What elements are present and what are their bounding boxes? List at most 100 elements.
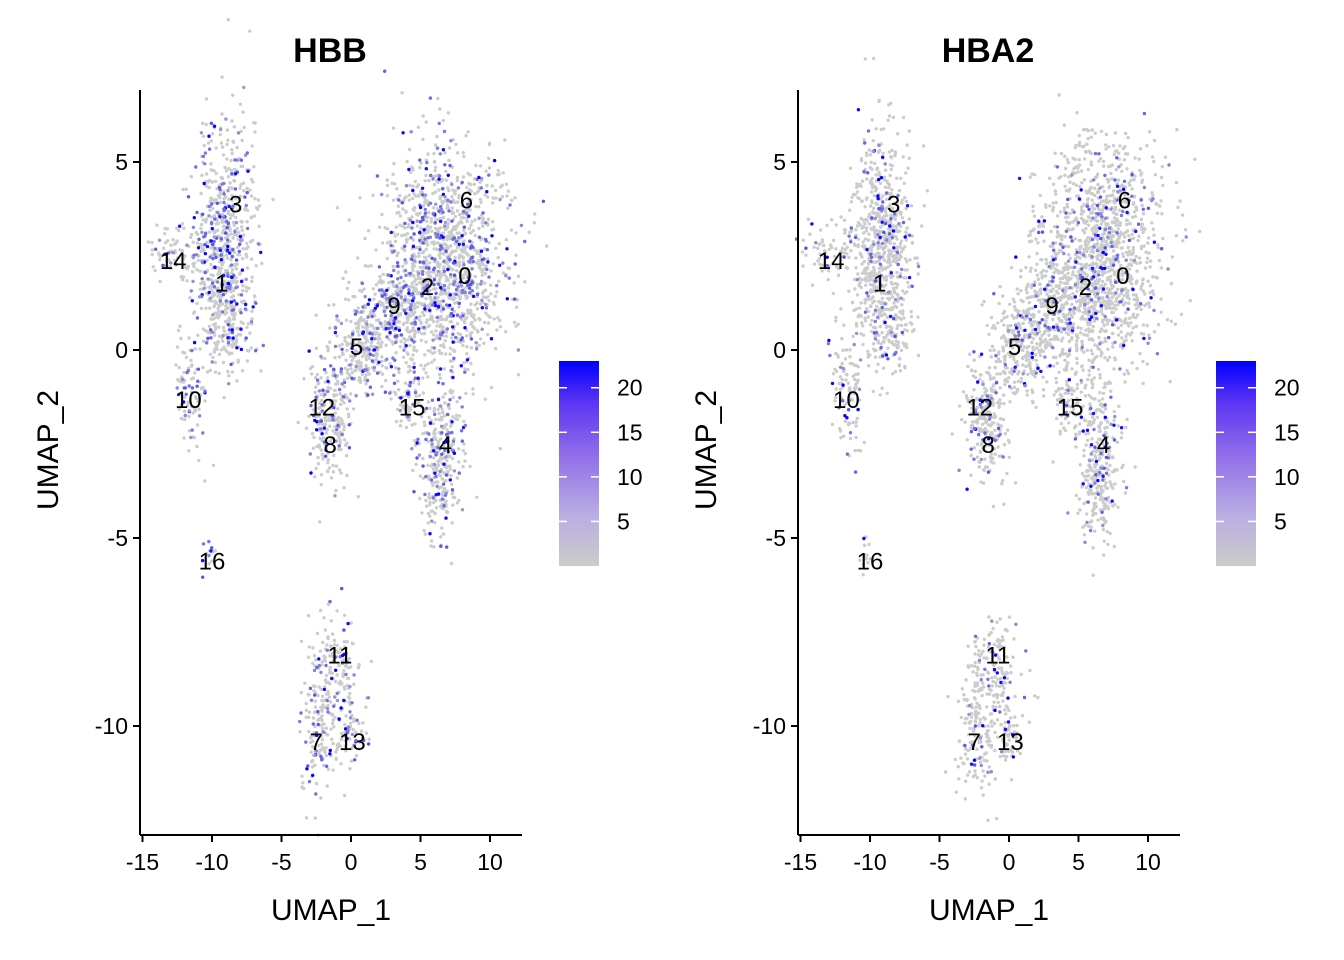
cluster-label: 9 (387, 293, 400, 320)
cell-point (904, 199, 908, 203)
cell-point (198, 347, 202, 351)
cell-point (850, 362, 854, 366)
cell-point (420, 511, 424, 515)
cell-point (432, 462, 437, 467)
cell-point (373, 337, 377, 341)
cell-point (326, 767, 330, 771)
cell-point (314, 658, 318, 662)
cell-point (253, 294, 257, 299)
cell-point (317, 657, 321, 661)
cell-point (483, 193, 487, 197)
cell-point (180, 222, 185, 226)
cell-point (859, 314, 863, 318)
cell-point (904, 171, 908, 175)
cell-point (315, 631, 320, 636)
cell-point (230, 172, 234, 176)
cell-point (242, 85, 246, 90)
cell-point (401, 322, 406, 327)
cell-point (210, 202, 214, 206)
cell-point (422, 249, 426, 254)
cell-point (324, 726, 328, 730)
cell-point (200, 230, 204, 234)
cell-point (232, 125, 236, 129)
cell-point (412, 490, 416, 494)
cell-point (874, 201, 878, 206)
cell-point (891, 305, 895, 310)
cell-point (439, 323, 443, 327)
cell-point (480, 221, 484, 225)
cell-point (231, 248, 235, 252)
cell-point (365, 322, 369, 326)
cell-point (361, 721, 365, 725)
cell-point (451, 332, 455, 336)
cell-point (463, 459, 467, 463)
cell-point (226, 138, 230, 142)
cell-point (432, 358, 436, 362)
cell-point (439, 544, 443, 548)
cell-point (461, 175, 466, 179)
cell-point (412, 205, 417, 210)
cell-point (858, 223, 863, 227)
cell-point (462, 361, 466, 365)
cell-point (485, 248, 490, 252)
cell-point (340, 382, 344, 386)
cell-point (514, 231, 518, 235)
cell-point (447, 146, 452, 150)
cell-point (396, 251, 400, 255)
cell-point (321, 640, 325, 645)
cell-point (847, 421, 851, 425)
cell-point (901, 309, 905, 313)
cell-point (378, 275, 382, 279)
cell-point (223, 165, 227, 170)
cell-point (479, 337, 483, 341)
cell-point (497, 242, 501, 246)
cell-point (227, 351, 231, 355)
cell-point (342, 438, 347, 442)
cell-point (314, 781, 319, 786)
cell-point (423, 304, 427, 308)
cell-point (437, 188, 441, 192)
cell-point (450, 389, 455, 394)
cell-point (895, 270, 899, 275)
cell-point (412, 348, 416, 352)
cell-point (477, 188, 481, 192)
cell-point (427, 178, 431, 183)
cell-point (893, 313, 898, 317)
cell-point (430, 519, 434, 523)
cell-point (388, 330, 392, 335)
cell-point (899, 348, 904, 353)
cell-point (348, 716, 353, 720)
cell-point (175, 226, 179, 230)
cell-point (442, 252, 446, 256)
cell-point (390, 181, 394, 185)
cell-point (395, 261, 400, 265)
cell-point (471, 294, 476, 299)
cell-point (309, 471, 313, 475)
cell-point (465, 252, 469, 256)
cell-point (854, 266, 858, 270)
cell-point (245, 325, 249, 329)
cell-point (920, 224, 924, 228)
cell-point (910, 240, 915, 245)
cell-point (426, 512, 431, 516)
cell-point (229, 158, 233, 163)
cell-point (403, 294, 407, 298)
cell-point (207, 285, 211, 289)
cell-point (218, 200, 223, 205)
cell-point (251, 180, 255, 184)
cell-point (410, 196, 415, 201)
cell-point (363, 264, 367, 268)
cell-point (506, 189, 510, 193)
cell-point (427, 323, 432, 328)
cell-point (478, 267, 483, 271)
cell-point (322, 687, 327, 692)
cell-point (333, 344, 338, 349)
cell-point (379, 343, 383, 348)
cell-point (206, 277, 210, 281)
cell-point (423, 353, 427, 357)
cell-point (381, 272, 385, 277)
cell-point (201, 218, 205, 222)
cell-point (232, 223, 236, 227)
cell-point (235, 145, 239, 150)
